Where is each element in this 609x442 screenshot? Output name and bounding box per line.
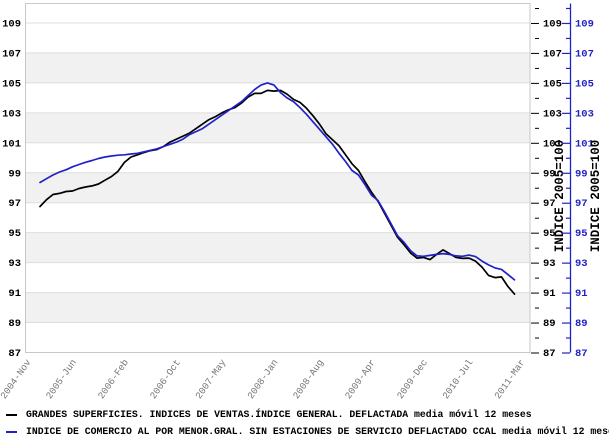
svg-text:109: 109 bbox=[575, 18, 594, 30]
svg-text:107: 107 bbox=[575, 48, 594, 60]
svg-text:89: 89 bbox=[8, 318, 21, 330]
chart-legend: GRANDES SUPERFICIES. INDICES DE VENTAS.Í… bbox=[6, 406, 609, 440]
svg-text:103: 103 bbox=[575, 108, 594, 120]
svg-text:93: 93 bbox=[543, 258, 556, 270]
svg-text:2007-May: 2007-May bbox=[193, 357, 228, 401]
left-axis-labels: 87 89 91 93 95 97 99 101 103 105 107 109 bbox=[2, 18, 21, 360]
right-axis-black: 87 89 91 93 95 97 99 101 103 105 107 109 INDICE 2005… bbox=[531, 7, 567, 360]
svg-text:2006-Feb: 2006-Feb bbox=[96, 357, 131, 401]
svg-text:101: 101 bbox=[2, 138, 21, 150]
svg-text:2010-Jul: 2010-Jul bbox=[440, 357, 475, 401]
svg-text:97: 97 bbox=[575, 198, 588, 210]
svg-text:103: 103 bbox=[2, 108, 21, 120]
svg-text:107: 107 bbox=[543, 48, 562, 60]
svg-text:2008-Jan: 2008-Jan bbox=[245, 357, 280, 401]
svg-text:2011-Mar: 2011-Mar bbox=[492, 357, 527, 401]
legend-label: GRANDES SUPERFICIES. INDICES DE VENTAS.Í… bbox=[26, 409, 532, 420]
svg-text:95: 95 bbox=[543, 228, 556, 240]
x-axis-labels: 2004-Nov 2005-Jun 2006-Feb 2006-Oct 2007-May… bbox=[0, 357, 527, 401]
svg-text:95: 95 bbox=[575, 228, 588, 240]
legend-item-comercio-menor: INDICE DE COMERCIO AL POR MENOR.GRAL. SI… bbox=[6, 423, 609, 440]
right-axis-title-black: INDICE 2005=100 bbox=[553, 140, 567, 253]
svg-text:2009-Dec: 2009-Dec bbox=[395, 357, 430, 401]
svg-text:109: 109 bbox=[2, 18, 21, 30]
svg-text:97: 97 bbox=[8, 198, 21, 210]
svg-text:93: 93 bbox=[575, 258, 588, 270]
legend-swatch-black-line bbox=[6, 413, 17, 416]
svg-text:97: 97 bbox=[543, 198, 556, 210]
svg-text:103: 103 bbox=[543, 108, 562, 120]
svg-text:2009-Apr: 2009-Apr bbox=[343, 357, 378, 401]
right-axis-blue: 87 89 91 93 95 97 99 101 103 105 107 109 INDICE 2005… bbox=[562, 3, 603, 360]
legend-item-grandes-superficies: GRANDES SUPERFICIES. INDICES DE VENTAS.Í… bbox=[6, 406, 606, 423]
svg-text:87: 87 bbox=[543, 348, 556, 360]
series-line-comercio-menor bbox=[39, 82, 516, 281]
svg-text:99: 99 bbox=[575, 168, 588, 180]
svg-text:99: 99 bbox=[543, 168, 556, 180]
svg-text:2004-Nov: 2004-Nov bbox=[0, 357, 34, 401]
right-axis-title-blue: INDICE 2005=100 bbox=[589, 140, 603, 253]
svg-text:105: 105 bbox=[575, 78, 594, 90]
svg-text:87: 87 bbox=[575, 348, 588, 360]
line-chart: 87 89 91 93 95 97 99 101 103 105 107 109 87 89 91 93 95 9… bbox=[0, 3, 603, 401]
gridline-bands bbox=[25, 52, 530, 323]
svg-text:91: 91 bbox=[575, 288, 588, 300]
svg-text:89: 89 bbox=[543, 318, 556, 330]
svg-text:2006-Oct: 2006-Oct bbox=[148, 357, 183, 401]
legend-label: INDICE DE COMERCIO AL POR MENOR.GRAL. SI… bbox=[26, 426, 609, 437]
svg-text:109: 109 bbox=[543, 18, 562, 30]
svg-text:101: 101 bbox=[575, 138, 594, 150]
plot-border bbox=[25, 3, 531, 353]
svg-text:89: 89 bbox=[575, 318, 588, 330]
y-gridlines bbox=[25, 22, 530, 353]
svg-text:99: 99 bbox=[8, 168, 21, 180]
svg-text:91: 91 bbox=[8, 288, 21, 300]
svg-text:87: 87 bbox=[8, 348, 21, 360]
svg-text:93: 93 bbox=[8, 258, 21, 270]
svg-text:95: 95 bbox=[8, 228, 21, 240]
chart-canvas: 87 89 91 93 95 97 99 101 103 105 107 109 87 89 91 93 95 9… bbox=[0, 3, 603, 401]
svg-text:91: 91 bbox=[543, 288, 556, 300]
svg-text:107: 107 bbox=[2, 48, 21, 60]
svg-text:105: 105 bbox=[2, 78, 21, 90]
legend-swatch-blue-line bbox=[6, 430, 17, 433]
svg-text:2008-Aug: 2008-Aug bbox=[291, 357, 326, 401]
svg-text:105: 105 bbox=[543, 78, 562, 90]
svg-text:101: 101 bbox=[543, 138, 562, 150]
svg-text:2005-Jun: 2005-Jun bbox=[44, 357, 79, 401]
